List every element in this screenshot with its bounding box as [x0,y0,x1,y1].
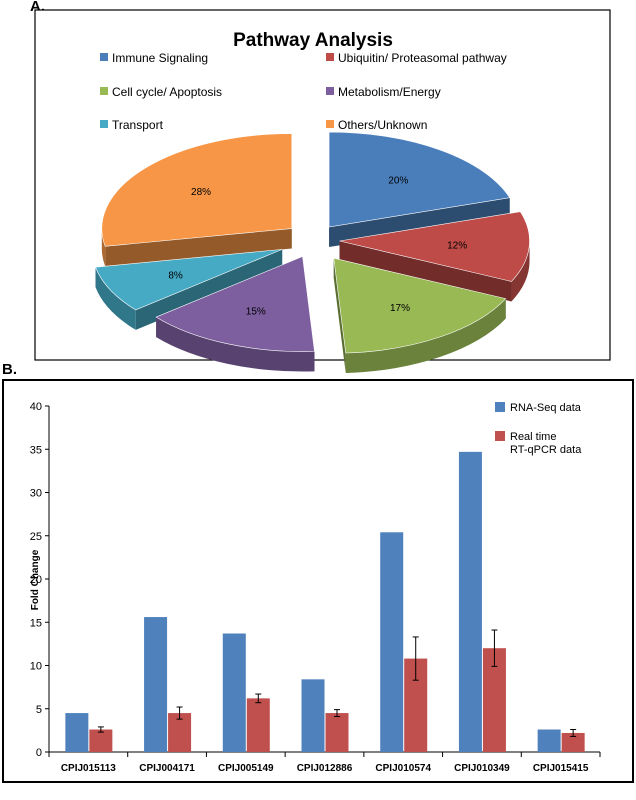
pie-slice-wall [511,241,530,302]
pie-slice-side [329,197,510,248]
pie-slice-wall [345,298,506,374]
pie-slice-wall [156,317,315,372]
pie-legend-swatch [100,87,108,95]
bar-rtqpcr [246,698,270,752]
pie-title: Pathway Analysis [233,30,393,51]
pie-slice [328,131,511,228]
bar-rtqpcr [325,713,349,752]
pie-legend-label: Metabolism/Energy [338,85,441,99]
x-tick-label: CPIJ015415 [533,763,589,774]
x-tick-label: CPIJ004171 [139,763,195,774]
y-tick-label: 15 [30,617,42,629]
pie-slice-side [105,228,292,267]
pie-legend-swatch [326,87,334,95]
pie-slice-wall [95,267,136,330]
y-axis-label: Fold Change [30,549,41,610]
pie-slice-label: 15% [246,307,266,318]
pie-legend: Immune Signaling Ubiquitin/ Proteasomal p… [100,51,507,132]
x-tick-label: CPIJ015113 [61,763,116,774]
bar-rnaseq [144,617,168,752]
x-tick-label: CPIJ012886 [297,763,353,774]
bar-rnaseq [301,679,325,752]
pie-legend-label: Transport [112,118,164,132]
bar-chart: 0 5 10 15 20 25 30 35 40 CPIJ015113 CPIJ004171 CPIJ… [30,401,601,774]
bar-rnaseq [222,633,246,752]
pie-legend-swatch [100,120,108,128]
pie-legend-label: Cell cycle/ Apoptosis [112,85,222,99]
pie-legend-swatch [100,53,108,61]
bar-legend-swatch [495,431,505,441]
bar-rtqpcr [89,729,113,752]
y-tick-label: 30 [30,488,42,500]
pie-legend-label: Immune Signaling [112,51,208,65]
y-tick-label: 10 [30,661,42,673]
y-tick-label: 40 [30,401,42,413]
pie-legend-label: Others/Unknown [338,118,427,132]
panel-b-label: B. [2,361,17,378]
bar-rnaseq [65,713,89,752]
pie-slice-label: 28% [191,187,211,198]
x-tick-label: CPIJ010574 [375,763,431,774]
pie-slice [101,133,293,247]
pie-slice [95,249,283,311]
bar-legend-swatch [495,402,505,412]
pie-slice-label: 20% [388,175,408,186]
y-tick-label: 20 [30,574,42,586]
y-tick-label: 5 [36,704,42,716]
pie-legend-swatch [326,53,334,61]
pie-slice [339,211,530,282]
pie-legend-label: Ubiquitin/ Proteasomal pathway [338,51,507,65]
bar-rtqpcr [561,732,585,752]
pie-slice [333,257,507,354]
bar-rtqpcr [482,648,506,752]
y-tick-label: 0 [36,747,42,759]
bar-rnaseq [380,532,404,752]
pie-legend-swatch [326,120,334,128]
pie-slice-side [333,258,346,374]
y-tick-label: 35 [30,444,42,456]
x-tick-label: CPIJ010349 [454,763,510,774]
bar-legend-label: Real time [510,431,556,443]
bar-rnaseq [537,729,561,752]
y-tick-label: 25 [30,531,42,543]
pie-slice-label: 8% [168,270,183,281]
pie-slice-label: 12% [447,241,467,252]
bar-rtqpcr [404,658,428,752]
pie-slice [155,256,315,352]
bar-rnaseq [458,451,482,752]
bar-legend-label: RT-qPCR data [510,444,582,456]
pie-chart: 20% 12% 17% 15% 8% 28% [95,131,530,374]
bar-rtqpcr [168,713,192,752]
pie-slice-label: 17% [390,303,410,314]
pie-slice-side [339,241,512,302]
x-tick-label: CPIJ005149 [218,763,274,774]
bar-legend-label: RNA-Seq data [510,402,582,414]
